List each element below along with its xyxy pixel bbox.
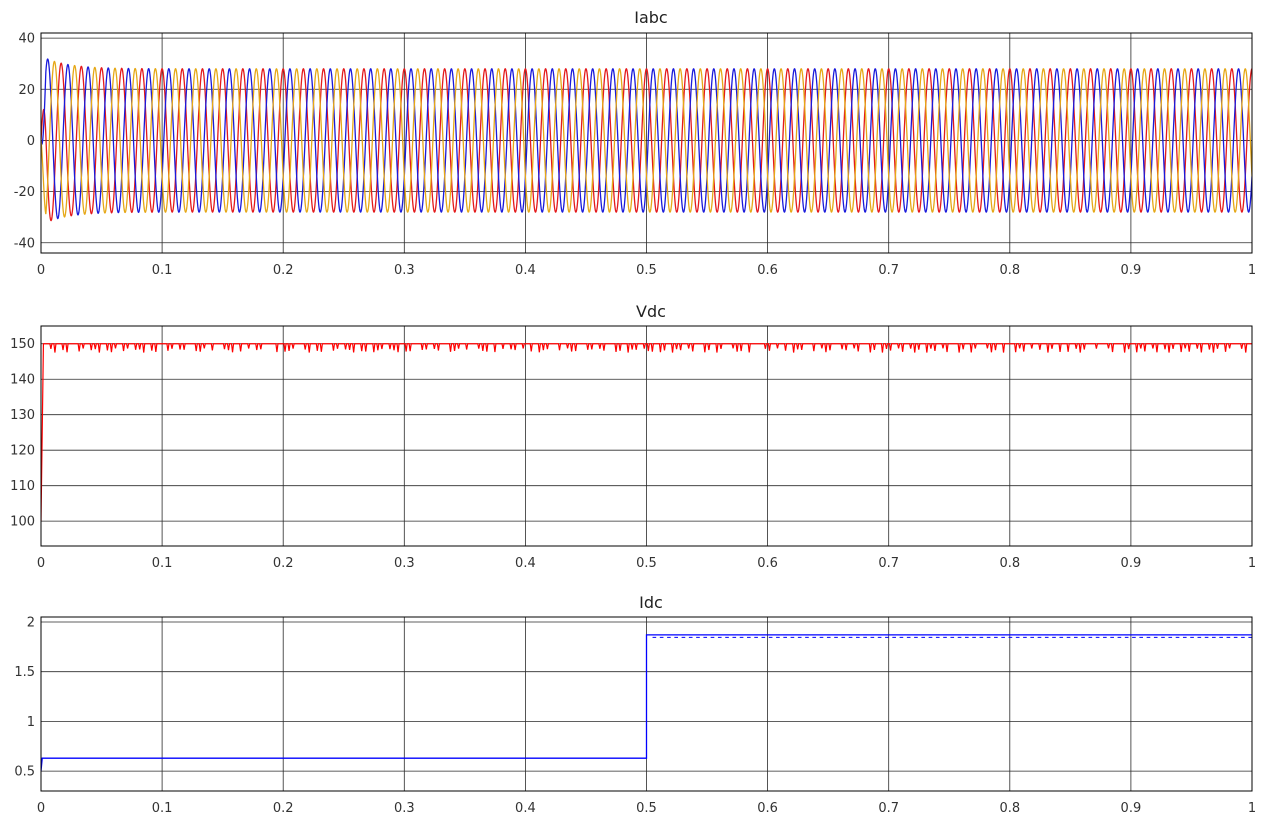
vdc-x-axis: 0 0.1 0.2 0.3 0.4 0.5 0.6 0.7 0.8 0.9 1 [37,556,1256,571]
iabc-x-tick-label: 1 [1248,263,1256,278]
iabc-x-tick-label: 0.2 [273,263,294,278]
iabc-panel: Iabc 0 0.1 0.2 0.3 0.4 0.5 0.6 0.7 0.8 0.9 1 -40 -2… [14,8,1256,278]
iabc-x-tick-label: 0 [37,263,45,278]
iabc-grid [41,33,1252,253]
iabc-x-tick-label: 0.1 [152,263,173,278]
iabc-plot-frame [40,32,1253,254]
iabc-series [41,58,1252,222]
iabc-x-tick-label: 0.5 [636,263,657,278]
idc-x-tick-label: 0.7 [878,801,899,816]
iabc-series-line-2 [41,60,1252,218]
vdc-x-tick-label: 0.7 [878,556,899,571]
vdc-x-tick-label: 0.9 [1121,556,1142,571]
idc-x-tick-label: 0.9 [1121,801,1142,816]
vdc-panel: Vdc 0 0.1 0.2 0.3 0.4 0.5 0.6 0.7 0.8 0.9 1 100 110… [10,302,1256,571]
vdc-x-tick-label: 0.4 [515,556,536,571]
iabc-x-tick-label: 0.7 [878,263,899,278]
vdc-y-tick-label: 140 [10,373,35,388]
vdc-x-tick-label: 0.1 [152,556,173,571]
idc-grid [41,617,1252,791]
iabc-y-tick-label: 40 [18,32,35,47]
idc-y-tick-label: 2 [27,615,35,630]
vdc-title: Vdc [636,302,666,321]
idc-title: Idc [639,593,663,612]
iabc-y-axis: -40 -20 0 20 40 [14,32,35,252]
idc-x-tick-label: 0.6 [757,801,778,816]
vdc-y-tick-label: 100 [10,515,35,530]
idc-y-tick-label: 1.5 [14,665,35,680]
vdc-x-tick-label: 0 [37,556,45,571]
vdc-grid [41,326,1252,546]
iabc-series-line-0 [41,62,1252,222]
iabc-y-tick-label: -40 [14,236,35,251]
iabc-x-tick-label: 0.6 [757,263,778,278]
vdc-x-tick-label: 0.3 [394,556,415,571]
vdc-y-tick-label: 110 [10,479,35,494]
idc-x-tick-label: 0.2 [273,801,294,816]
idc-x-tick-label: 0.1 [152,801,173,816]
idc-series [41,634,1252,772]
iabc-title: Iabc [634,8,667,27]
vdc-x-tick-label: 1 [1248,556,1256,571]
iabc-x-tick-label: 0.9 [1121,263,1142,278]
idc-x-tick-label: 0.8 [999,801,1020,816]
vdc-x-tick-label: 0.5 [636,556,657,571]
vdc-series-line [41,343,1252,522]
idc-x-tick-label: 0.4 [515,801,536,816]
vdc-x-tick-label: 0.2 [273,556,294,571]
iabc-x-tick-label: 0.8 [999,263,1020,278]
iabc-y-tick-label: 0 [27,134,35,149]
vdc-y-axis: 100 110 120 130 140 150 [10,337,35,529]
idc-x-tick-label: 0.5 [636,801,657,816]
idc-panel: Idc 0 0.1 0.2 0.3 0.4 0.5 0.6 0.7 0.8 0.9 1 0.5 1 1.… [14,593,1256,816]
vdc-y-tick-label: 130 [10,408,35,423]
idc-x-tick-label: 0.3 [394,801,415,816]
vdc-x-tick-label: 0.8 [999,556,1020,571]
idc-series-line [41,634,1252,772]
idc-y-axis: 0.5 1 1.5 2 [14,615,35,779]
iabc-x-tick-label: 0.3 [394,263,415,278]
vdc-x-tick-label: 0.6 [757,556,778,571]
idc-x-tick-label: 0 [37,801,45,816]
iabc-y-tick-label: 20 [18,83,35,98]
idc-y-tick-label: 0.5 [14,765,35,780]
idc-y-tick-label: 1 [27,715,35,730]
vdc-y-tick-label: 150 [10,337,35,352]
iabc-x-axis: 0 0.1 0.2 0.3 0.4 0.5 0.6 0.7 0.8 0.9 1 [37,263,1256,278]
vdc-series [41,343,1252,522]
idc-x-tick-label: 1 [1248,801,1256,816]
idc-x-axis: 0 0.1 0.2 0.3 0.4 0.5 0.6 0.7 0.8 0.9 1 [37,801,1256,816]
vdc-plot-frame [40,325,1253,547]
idc-plot-frame [40,616,1253,792]
vdc-y-tick-label: 120 [10,444,35,459]
iabc-x-tick-label: 0.4 [515,263,536,278]
iabc-y-tick-label: -20 [14,185,35,200]
